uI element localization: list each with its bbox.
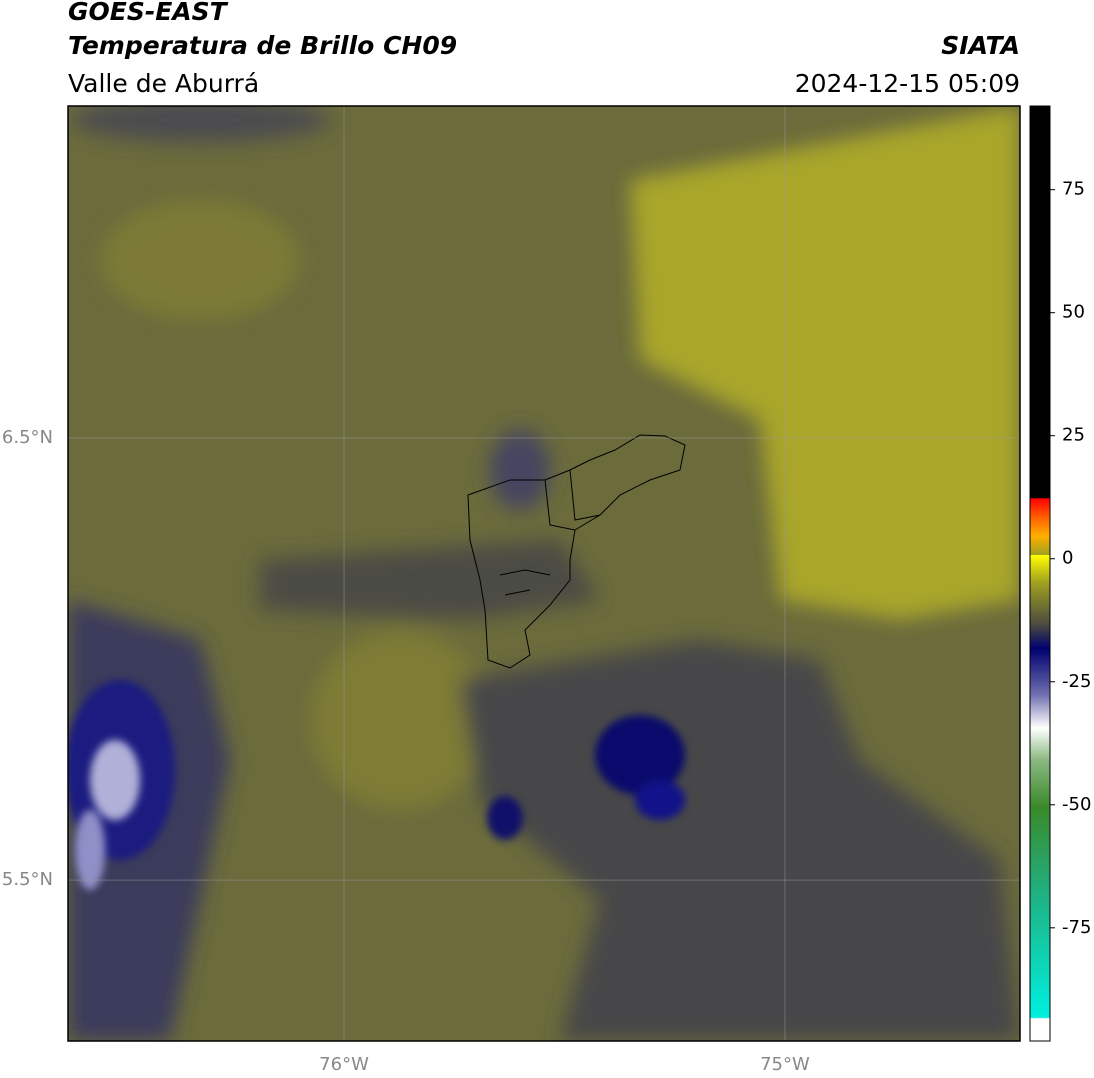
colorbar-tick-label: -50 xyxy=(1062,794,1091,815)
datetime: 2024-12-15 05:09 xyxy=(795,69,1020,98)
colorbar xyxy=(1029,105,1051,1042)
subtitle: Temperatura de Brillo CH09 xyxy=(68,31,457,60)
colorbar-tick-label: -25 xyxy=(1062,671,1091,692)
colorbar-tick-label: 25 xyxy=(1062,425,1085,446)
satellite-field xyxy=(68,106,1020,1041)
map-frame xyxy=(67,105,1021,1042)
x-tick-label: 76°W xyxy=(319,1054,369,1075)
colorbar-tick-label: 50 xyxy=(1062,302,1085,323)
x-tick-label: 75°W xyxy=(760,1054,810,1075)
source: SIATA xyxy=(941,31,1020,60)
region: Valle de Aburrá xyxy=(68,69,259,98)
colorbar-tick-label: -75 xyxy=(1062,917,1091,938)
grid xyxy=(68,106,1020,1041)
title: GOES-EAST xyxy=(68,0,229,26)
y-tick-label: 6.5°N xyxy=(2,427,53,448)
colorbar-tick-label: 75 xyxy=(1062,179,1085,200)
municipal-outline xyxy=(467,434,686,669)
colorbar-tick-label: 0 xyxy=(1062,548,1073,569)
y-tick-label: 5.5°N xyxy=(2,869,53,890)
